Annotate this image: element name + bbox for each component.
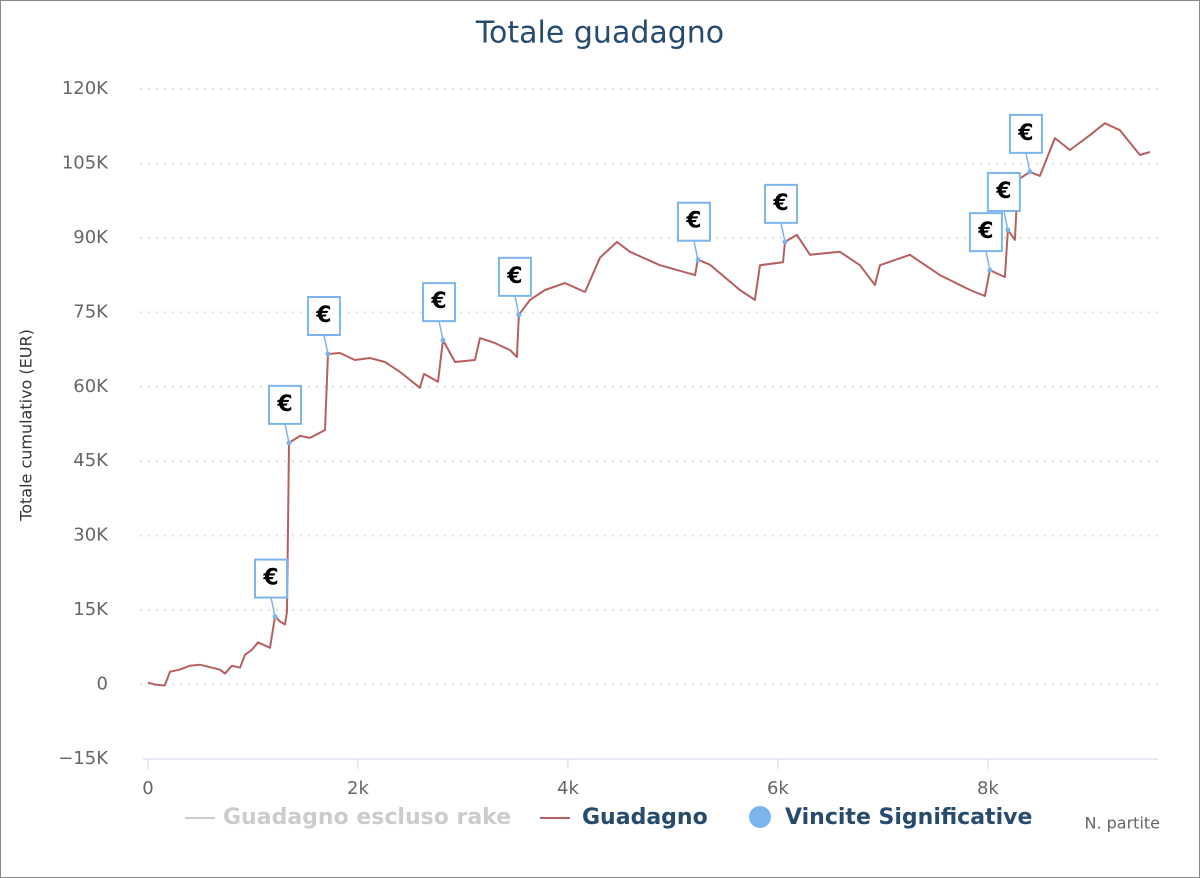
y-tick-label: 15K bbox=[73, 599, 109, 620]
flag-label: € bbox=[995, 179, 1011, 204]
flag-label: € bbox=[1017, 121, 1033, 146]
legend-label[interactable]: Guadagno bbox=[582, 805, 708, 830]
flag: € bbox=[968, 212, 1003, 273]
chart-title: Totale guadagno bbox=[475, 16, 724, 51]
flag-box bbox=[497, 256, 532, 297]
flag-point bbox=[286, 440, 292, 446]
flag-box bbox=[986, 171, 1021, 212]
y-tick-label: 105K bbox=[62, 152, 109, 173]
legend-symbol[interactable] bbox=[749, 806, 771, 828]
flag: € bbox=[306, 296, 341, 357]
flag-label: € bbox=[685, 209, 701, 234]
flag: € bbox=[422, 282, 457, 343]
flag-connector bbox=[438, 320, 444, 341]
x-tick-label: 4k bbox=[557, 778, 579, 799]
x-tick-label: 8k bbox=[977, 778, 999, 799]
flag-point bbox=[695, 257, 701, 263]
flag-point bbox=[1027, 169, 1033, 175]
flag-label: € bbox=[276, 392, 292, 417]
x-tick-label: 2k bbox=[347, 778, 369, 799]
flag-connector bbox=[1003, 210, 1009, 231]
flag: € bbox=[254, 558, 289, 620]
flag-connector bbox=[780, 222, 786, 243]
flag-point bbox=[272, 614, 278, 620]
flag-label: € bbox=[977, 219, 993, 244]
y-axis-title: Totale cumulativo (EUR) bbox=[17, 329, 36, 522]
flag: € bbox=[763, 183, 798, 245]
flag-connector bbox=[514, 295, 520, 315]
flag-point bbox=[325, 351, 331, 357]
flag: € bbox=[676, 201, 711, 263]
y-tick-label: 0 bbox=[97, 674, 108, 695]
flag-connector bbox=[323, 334, 329, 355]
flag-connector bbox=[270, 597, 276, 617]
flag-box bbox=[763, 183, 798, 224]
line bbox=[147, 122, 1151, 687]
flag-box bbox=[968, 212, 1003, 253]
flag-box bbox=[254, 558, 289, 599]
flag-point bbox=[440, 337, 446, 343]
flag-box bbox=[1008, 113, 1043, 154]
flag-connector bbox=[1025, 152, 1031, 173]
flag-box bbox=[268, 384, 303, 425]
flag: € bbox=[268, 384, 303, 446]
flag-point bbox=[782, 239, 788, 245]
flag-point bbox=[1005, 227, 1011, 233]
x-tick-label: 6k bbox=[767, 778, 789, 799]
y-tick-label: 120K bbox=[62, 78, 109, 99]
flag-label: € bbox=[315, 303, 331, 328]
y-tick-label: −15K bbox=[58, 748, 109, 769]
flag: € bbox=[497, 256, 532, 318]
flag-label: € bbox=[772, 191, 788, 216]
y-tick-label: 30K bbox=[73, 525, 109, 546]
flag-box bbox=[676, 201, 711, 242]
y-tick-label: 90K bbox=[73, 227, 109, 248]
x-axis-title: N. partite bbox=[1084, 814, 1160, 833]
flag-label: € bbox=[262, 566, 278, 591]
flag-point bbox=[516, 312, 522, 318]
y-tick-label: 45K bbox=[73, 450, 109, 471]
x-tick-label: 0 bbox=[142, 778, 153, 799]
flag-label: € bbox=[430, 289, 446, 314]
y-tick-label: 60K bbox=[73, 376, 109, 397]
flag-label: € bbox=[506, 264, 522, 289]
flag-connector bbox=[693, 240, 699, 260]
legend-label[interactable]: Vincite Significative bbox=[785, 805, 1032, 830]
flag-connector bbox=[985, 250, 991, 271]
flag-point bbox=[987, 267, 993, 273]
y-tick-label: 75K bbox=[73, 301, 109, 322]
flag: € bbox=[1008, 113, 1043, 175]
flag: € bbox=[986, 171, 1021, 233]
flag-box bbox=[306, 296, 341, 337]
legend-label[interactable]: Guadagno escluso rake bbox=[223, 805, 511, 830]
flag-box bbox=[422, 282, 457, 323]
flag-connector bbox=[284, 423, 290, 444]
